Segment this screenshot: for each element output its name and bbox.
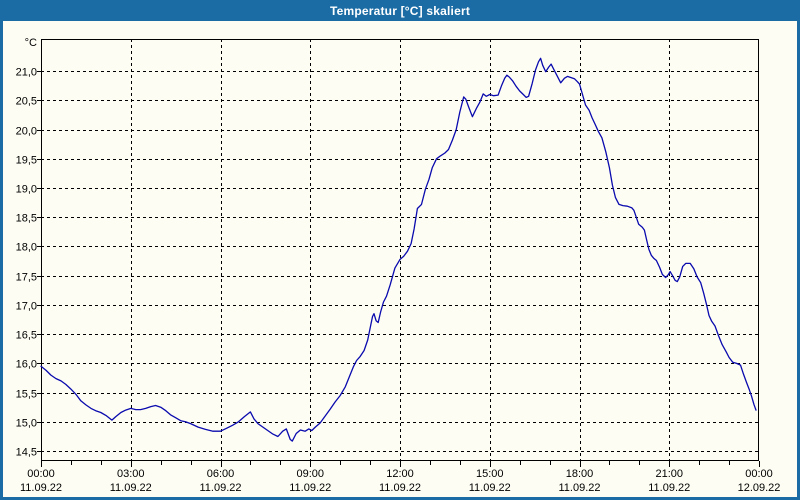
x-tick-time-label: 15:00 bbox=[476, 468, 504, 480]
x-tick-date-label: 11.09.22 bbox=[469, 482, 511, 494]
x-tick-time-label: 12:00 bbox=[386, 468, 414, 480]
temperature-line bbox=[40, 57, 757, 442]
x-tick-time-label: 09:00 bbox=[296, 468, 324, 480]
y-tick-label: 18,5 bbox=[16, 213, 37, 225]
plot-border bbox=[41, 39, 759, 461]
y-tick-label: 19,0 bbox=[16, 184, 37, 196]
x-tick-date-label: 11.09.22 bbox=[289, 482, 331, 494]
x-tick-time-label: 18:00 bbox=[566, 468, 594, 480]
x-tick-date-label: 11.09.22 bbox=[20, 482, 62, 494]
y-tick-label: 20,0 bbox=[16, 126, 37, 138]
y-tick-label: 14,5 bbox=[16, 447, 37, 459]
title-bar[interactable]: Temperatur [°C] skaliert bbox=[0, 0, 800, 21]
x-tick-time-label: 06:00 bbox=[207, 468, 235, 480]
y-tick-label: 21,0 bbox=[16, 67, 37, 79]
x-tick-date-label: 11.09.22 bbox=[648, 482, 690, 494]
x-tick-date-label: 11.09.22 bbox=[110, 482, 152, 494]
x-tick-time-label: 00:00 bbox=[27, 468, 55, 480]
x-tick-time-label: 03:00 bbox=[117, 468, 145, 480]
x-tick-time-label: 21:00 bbox=[655, 468, 683, 480]
x-tick-time-label: 00:00 bbox=[745, 468, 773, 480]
y-tick-label: 18,0 bbox=[16, 242, 37, 254]
y-tick-label: 19,5 bbox=[16, 155, 37, 167]
y-axis-unit-label: °C bbox=[25, 37, 37, 49]
x-tick-date-label: 11.09.22 bbox=[199, 482, 241, 494]
y-tick-label: 15,0 bbox=[16, 418, 37, 430]
y-tick-label: 17,5 bbox=[16, 272, 37, 284]
y-tick-label: 16,5 bbox=[16, 330, 37, 342]
x-tick-date-label: 11.09.22 bbox=[558, 482, 600, 494]
x-tick-date-label: 12.09.22 bbox=[738, 482, 781, 494]
y-tick-label: 16,0 bbox=[16, 359, 37, 371]
y-tick-label: 15,5 bbox=[16, 389, 37, 401]
y-tick-label: 17,0 bbox=[16, 301, 37, 313]
y-tick-label: 20,5 bbox=[16, 96, 37, 108]
x-tick-date-label: 11.09.22 bbox=[379, 482, 421, 494]
window-title: Temperatur [°C] skaliert bbox=[329, 3, 471, 18]
